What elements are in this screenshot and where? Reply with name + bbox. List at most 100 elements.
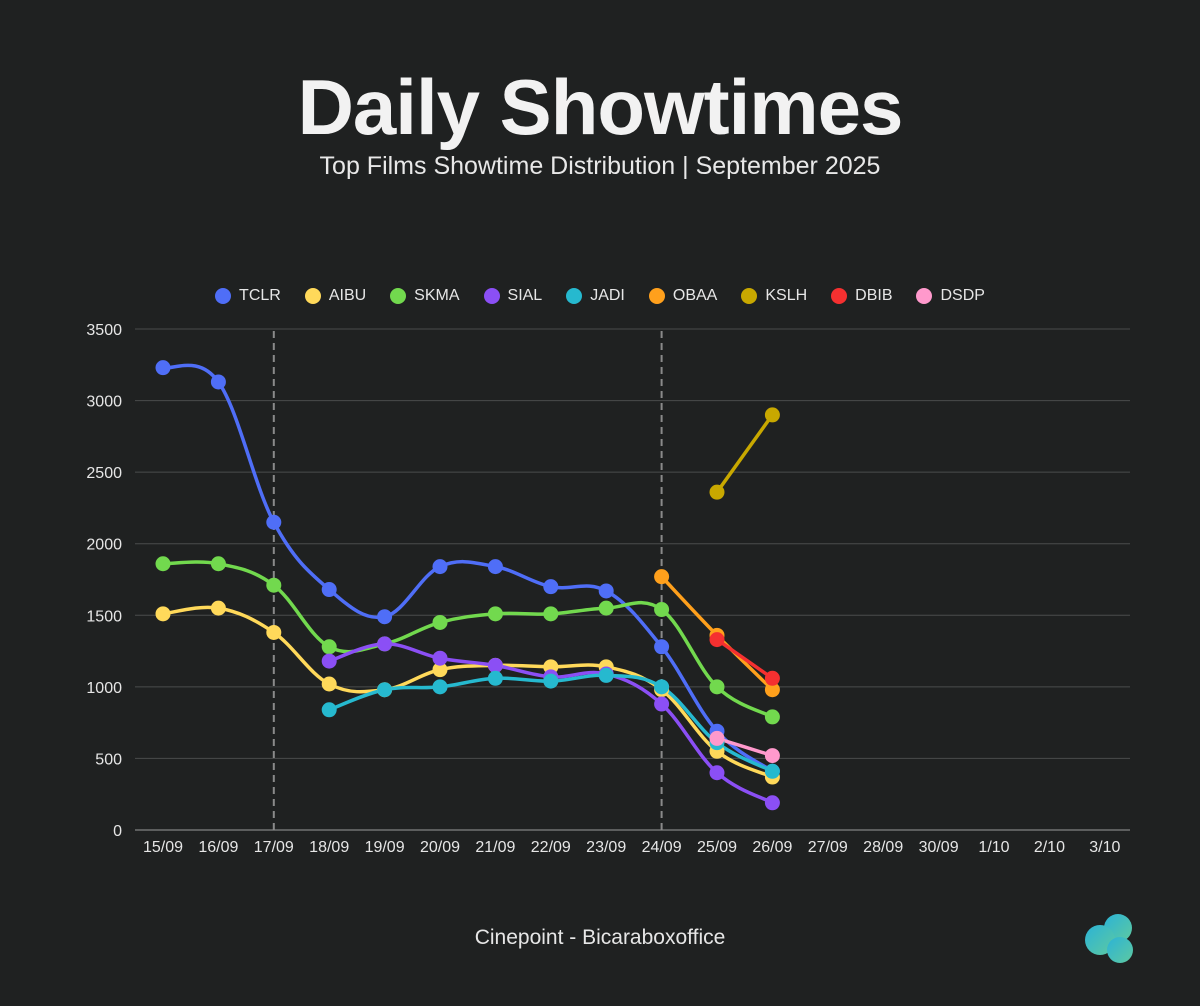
data-point-jadi (764, 763, 780, 779)
data-point-sial (764, 795, 780, 811)
chart-subtitle: Top Films Showtime Distribution | Septem… (319, 152, 881, 180)
data-point-aibu (432, 662, 448, 678)
data-point-tclr (543, 579, 559, 595)
legend-item-skma[interactable]: SKMA (390, 287, 460, 305)
y-tick-label: 2000 (86, 537, 122, 554)
data-point-skma (654, 602, 670, 618)
x-tick-label: 25/09 (697, 839, 737, 856)
data-point-tclr (210, 374, 226, 390)
legend-item-sial[interactable]: SIAL (483, 287, 543, 305)
legend-label: OBAA (672, 287, 718, 304)
data-point-skma (266, 577, 282, 593)
legend-label: TCLR (239, 287, 281, 304)
y-tick-label: 3000 (86, 394, 122, 411)
legend-label: SKMA (414, 287, 460, 304)
legend-label: AIBU (328, 287, 367, 304)
legend-label: DSDP (940, 287, 985, 304)
data-point-skma (487, 606, 503, 622)
data-point-skma (764, 709, 780, 725)
series-line-tclr (161, 363, 775, 774)
data-point-tclr (432, 559, 448, 575)
legend-swatch (215, 288, 232, 304)
chart-title: Daily Showtimes (297, 63, 904, 151)
x-tick-label: 19/09 (365, 839, 405, 856)
legend-swatch (916, 288, 933, 304)
x-tick-label: 17/09 (254, 839, 294, 856)
data-point-sial (487, 657, 503, 673)
x-tick-label: 3/10 (1089, 839, 1120, 856)
legend-swatch (648, 288, 665, 304)
legend-item-jadi[interactable]: JADI (566, 287, 625, 305)
data-point-jadi (321, 702, 337, 718)
data-point-kslh (709, 484, 725, 500)
data-point-jadi (598, 667, 614, 683)
legend-swatch (390, 288, 407, 304)
legend-item-dbib[interactable]: DBIB (831, 287, 892, 305)
x-tick-label: 20/09 (420, 839, 460, 856)
data-point-aibu (155, 606, 171, 622)
x-tick-label: 16/09 (198, 839, 238, 856)
data-point-tclr (321, 582, 337, 598)
data-point-jadi (377, 682, 393, 698)
legend-swatch (483, 288, 500, 304)
data-point-aibu (321, 676, 337, 692)
x-tick-label: 22/09 (531, 839, 571, 856)
legend-label: SIAL (507, 287, 543, 304)
data-point-dbib (764, 670, 780, 686)
legend-item-aibu[interactable]: AIBU (304, 287, 367, 305)
legend-item-obaa[interactable]: OBAA (648, 287, 718, 305)
y-tick-label: 500 (95, 751, 122, 768)
x-tick-label: 27/09 (808, 839, 848, 856)
data-point-jadi (487, 670, 503, 686)
series-line-jadi (327, 673, 775, 774)
data-point-aibu (210, 600, 226, 616)
series-line-kslh (715, 413, 775, 494)
x-tick-label: 30/09 (919, 839, 959, 856)
data-point-skma (709, 679, 725, 695)
data-point-dsdp (764, 748, 780, 764)
data-point-skma (155, 556, 171, 572)
data-point-dbib (709, 632, 725, 648)
data-point-obaa (654, 569, 670, 585)
data-point-tclr (377, 609, 393, 625)
data-point-tclr (654, 639, 670, 655)
data-point-jadi (654, 679, 670, 695)
legend-swatch (741, 288, 758, 304)
data-point-dsdp (709, 730, 725, 746)
legend-swatch (566, 288, 583, 304)
data-point-jadi (432, 679, 448, 695)
data-point-tclr (266, 514, 282, 530)
x-tick-label: 1/10 (978, 839, 1009, 856)
data-point-sial (321, 653, 337, 669)
y-tick-label: 1500 (86, 608, 122, 625)
legend-item-dsdp[interactable]: DSDP (916, 287, 985, 305)
legend-item-tclr[interactable]: TCLR (215, 287, 281, 305)
series-line-skma (161, 560, 775, 719)
x-tick-label: 23/09 (586, 839, 626, 856)
x-tick-label: 18/09 (309, 839, 349, 856)
data-point-kslh (764, 407, 780, 423)
x-tick-label: 15/09 (143, 839, 183, 856)
data-point-sial (709, 765, 725, 781)
x-tick-label: 24/09 (642, 839, 682, 856)
data-point-tclr (598, 583, 614, 599)
x-tick-label: 21/09 (475, 839, 515, 856)
data-point-sial (654, 696, 670, 712)
legend-item-kslh[interactable]: KSLH (741, 287, 807, 305)
data-point-skma (543, 606, 559, 622)
data-point-tclr (487, 559, 503, 575)
data-point-skma (432, 614, 448, 630)
footer-credit: Cinepoint - Bicaraboxoffice (474, 926, 726, 949)
data-point-sial (432, 650, 448, 666)
legend-label: DBIB (855, 287, 893, 304)
data-point-jadi (543, 673, 559, 689)
cinepoint-logo-icon (1085, 914, 1133, 963)
x-tick-label: 26/09 (752, 839, 792, 856)
y-tick-label: 0 (113, 823, 122, 840)
data-point-skma (321, 639, 337, 655)
legend-label: KSLH (765, 287, 808, 304)
data-point-skma (598, 600, 614, 616)
y-tick-label: 1000 (86, 680, 122, 697)
chart-legend: TCLR AIBU SKMA SIAL JADI OBAA KSLH DBIB DSDP (0, 287, 1200, 305)
